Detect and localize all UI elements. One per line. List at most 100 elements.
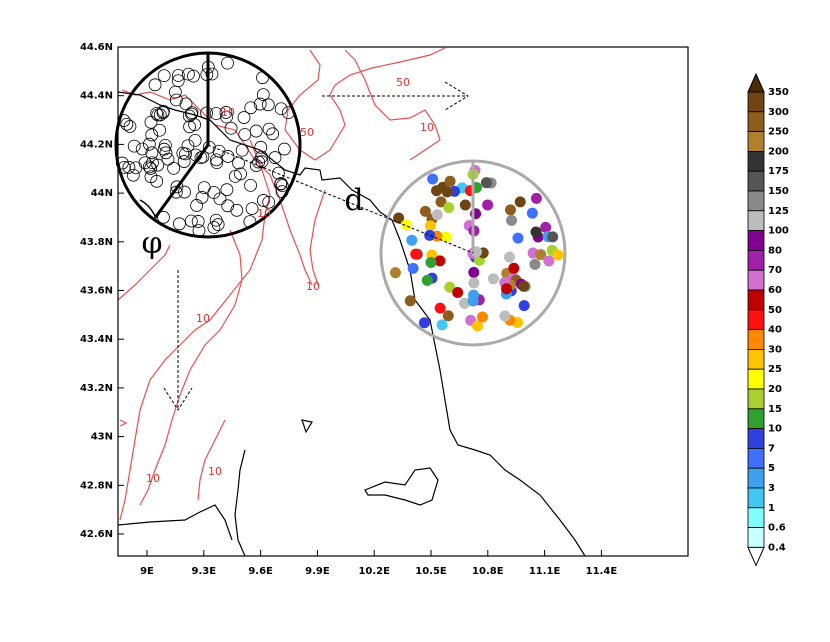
colorbar-label: 10: [768, 424, 782, 435]
station: [148, 78, 162, 92]
contour: [119, 419, 128, 427]
station: [249, 124, 263, 138]
colorbar-box: [747, 249, 765, 271]
station: [157, 69, 171, 83]
station: [185, 106, 199, 120]
contour: [121, 89, 313, 286]
station-dot: [427, 173, 439, 185]
station-dot: [440, 231, 452, 243]
colorbar-cap: [747, 546, 765, 567]
station: [145, 146, 159, 160]
contours: [117, 47, 446, 521]
station-dot: [434, 255, 446, 267]
station: [220, 183, 234, 197]
station: [230, 203, 244, 217]
y-tick-label: 44N: [91, 188, 113, 199]
station: [261, 98, 275, 112]
station: [184, 214, 198, 228]
station: [224, 121, 238, 135]
arrows: [163, 81, 474, 411]
station: [255, 150, 268, 164]
station-dot: [418, 317, 430, 329]
colorbar-box: [747, 329, 765, 350]
station: [126, 168, 140, 182]
station: [262, 195, 276, 209]
station: [274, 102, 288, 116]
station-dot: [552, 249, 564, 261]
x-tick-label: 9.3E: [192, 566, 217, 577]
y-tick-label: 43.8N: [80, 237, 113, 248]
station-dot: [468, 277, 480, 289]
colorbar-box: [747, 467, 765, 489]
colorbar-box: [747, 507, 765, 528]
station: [253, 97, 267, 111]
colorbar-box: [747, 408, 765, 429]
station: [256, 88, 270, 102]
colorbar-box: [747, 150, 765, 172]
x-tick-label: 10.8E: [472, 566, 504, 577]
station-circle: [114, 51, 302, 239]
distance-symbol: d: [344, 183, 363, 218]
colorbar-label: 100: [768, 226, 789, 237]
station: [245, 202, 259, 215]
colorbar-box: [747, 388, 765, 410]
contour-label: 10: [306, 280, 320, 293]
station: [221, 199, 235, 213]
station-dot: [476, 311, 488, 323]
colorbar-box: [747, 269, 765, 291]
y-tick-label: 42.6N: [80, 529, 113, 540]
station-dot: [444, 281, 456, 293]
station: [221, 150, 235, 163]
x-tick-label: 10.5E: [415, 566, 447, 577]
arrow-head: [444, 81, 469, 111]
station: [207, 186, 221, 199]
colorbar-box: [747, 111, 765, 133]
station-dot: [434, 302, 446, 314]
station-dot: [535, 249, 547, 261]
colorbar-box: [747, 348, 765, 370]
station-dot: [529, 258, 541, 270]
contour-label: 10: [146, 472, 160, 485]
station: [142, 137, 156, 151]
station-dot: [504, 251, 516, 263]
station: [181, 139, 195, 153]
colorbar-box: [747, 131, 765, 152]
colorbar-label: 200: [768, 146, 789, 157]
station: [168, 85, 182, 99]
colorbar-label: 25: [768, 364, 782, 375]
station-dot: [393, 212, 405, 224]
colorbar-label: 80: [768, 245, 782, 256]
contour: [139, 229, 243, 506]
station: [157, 210, 170, 224]
station-dot: [459, 199, 471, 211]
station: [142, 160, 156, 174]
station-dot: [499, 310, 511, 322]
station-dot: [442, 310, 454, 322]
colorbar-label: 300: [768, 107, 789, 118]
station-dot: [530, 226, 542, 238]
station: [254, 140, 268, 154]
colorbar-box: [747, 170, 765, 192]
station: [179, 147, 192, 161]
station: [192, 224, 206, 237]
station-dot: [443, 202, 455, 214]
station: [237, 111, 251, 124]
station-dot: [547, 231, 559, 243]
x-tick-label: 9.6E: [248, 566, 273, 577]
y-tick-label: 43.4N: [80, 334, 113, 345]
coast: [364, 467, 439, 506]
station-dot: [419, 205, 431, 217]
station: [275, 179, 289, 193]
colorbar: 3503002502001751501251008070605040302520…: [747, 72, 789, 567]
station-dot: [482, 199, 494, 211]
station-dot: [518, 280, 530, 292]
station: [244, 178, 257, 192]
radius-line: [153, 144, 210, 219]
station-dot: [501, 283, 513, 295]
station-dot: [424, 220, 436, 232]
colorbar-box: [747, 527, 765, 548]
station-dot: [404, 295, 416, 307]
station: [115, 156, 129, 170]
station: [275, 185, 289, 199]
